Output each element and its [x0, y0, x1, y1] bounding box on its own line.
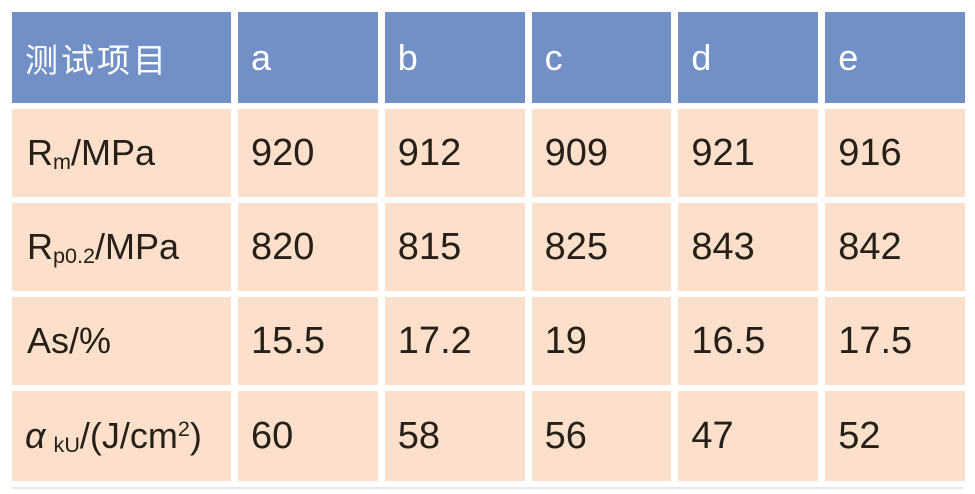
- cell-aku-c: 56: [531, 391, 672, 481]
- label-post-part: /MPa: [95, 226, 180, 267]
- cell-rm-a: 920: [238, 109, 378, 197]
- row-label-text: Rm/MPa: [25, 132, 155, 174]
- cell-as-d: 16.5: [678, 297, 819, 385]
- label-pre-part: R: [27, 132, 53, 173]
- cell-rm-e: 916: [825, 109, 965, 197]
- header-label-test-item: 测试项目: [25, 41, 169, 79]
- cell-as-e: 17.5: [825, 297, 965, 385]
- cell-rp02-c: 825: [531, 203, 672, 291]
- row-label-aku: α kU/(J/cm2): [12, 391, 231, 481]
- cell-rm-c: 909: [531, 109, 672, 197]
- cell-value: 60: [251, 414, 294, 457]
- cell-value: 921: [691, 131, 755, 174]
- header-label-c: c: [544, 36, 563, 78]
- cell-value: 825: [544, 225, 608, 268]
- cell-value: 815: [397, 225, 462, 268]
- label-subscript: m: [53, 148, 71, 174]
- row-label-text: α kU/(J/cm2): [25, 415, 202, 457]
- cell-aku-d: 47: [678, 391, 819, 481]
- label-pre-part: As/%: [27, 320, 112, 361]
- cell-aku-e: 52: [825, 391, 965, 481]
- cell-value: 843: [691, 225, 755, 268]
- header-label-a: a: [251, 36, 272, 78]
- header-label-b: b: [397, 36, 418, 78]
- row-label-as-percent: As/%: [12, 297, 231, 385]
- row-label-text: Rp0.2/MPa: [25, 226, 179, 268]
- label-superscript: 2: [177, 416, 190, 442]
- header-cell-e: e: [825, 12, 965, 103]
- cell-value: 17.5: [838, 319, 913, 362]
- header-cell-d: d: [678, 12, 819, 103]
- cell-value: 909: [544, 131, 608, 174]
- cell-value: 920: [251, 131, 315, 174]
- cell-rp02-e: 842: [825, 203, 965, 291]
- row-label-text: As/%: [25, 320, 111, 362]
- cell-aku-b: 58: [384, 391, 525, 481]
- cell-value: 820: [251, 225, 315, 268]
- test-results-table: 测试项目 a b c d e Rm/MPa 920 912 909 921 91…: [12, 12, 965, 481]
- cell-value: 912: [397, 131, 462, 174]
- label-italic-part: α: [25, 415, 46, 456]
- header-cell-b: b: [384, 12, 525, 103]
- cell-rp02-d: 843: [678, 203, 819, 291]
- label-subscript: kU: [47, 431, 80, 457]
- row-label-rm-mpa: Rm/MPa: [12, 109, 231, 197]
- row-label-rp02-mpa: Rp0.2/MPa: [12, 203, 231, 291]
- cell-value: 17.2: [397, 319, 472, 362]
- header-cell-c: c: [531, 12, 672, 103]
- header-cell-a: a: [238, 12, 378, 103]
- cell-as-c: 19: [531, 297, 672, 385]
- label-pre-part: R: [27, 226, 53, 267]
- cell-value: 16.5: [691, 319, 766, 362]
- cell-rp02-b: 815: [384, 203, 525, 291]
- label-post-part: /(J/cm: [79, 415, 178, 456]
- cell-rm-d: 921: [678, 109, 819, 197]
- cell-value: 58: [397, 414, 441, 457]
- bottom-divider: [12, 487, 963, 489]
- cell-value: 52: [838, 414, 881, 457]
- header-label-d: d: [691, 36, 712, 78]
- cell-value: 19: [544, 319, 587, 362]
- cell-aku-a: 60: [238, 391, 378, 481]
- cell-rp02-a: 820: [238, 203, 378, 291]
- label-post-part: /MPa: [71, 132, 156, 173]
- header-cell-test-item: 测试项目: [12, 12, 231, 103]
- label-post2-part: ): [189, 415, 202, 456]
- label-subscript: p0.2: [53, 242, 96, 268]
- header-label-e: e: [838, 36, 859, 78]
- cell-value: 56: [544, 414, 587, 457]
- cell-as-b: 17.2: [384, 297, 525, 385]
- cell-value: 15.5: [251, 319, 325, 362]
- cell-value: 916: [838, 131, 902, 174]
- cell-as-a: 15.5: [238, 297, 378, 385]
- cell-value: 47: [691, 414, 734, 457]
- cell-value: 842: [838, 225, 902, 268]
- cell-rm-b: 912: [384, 109, 525, 197]
